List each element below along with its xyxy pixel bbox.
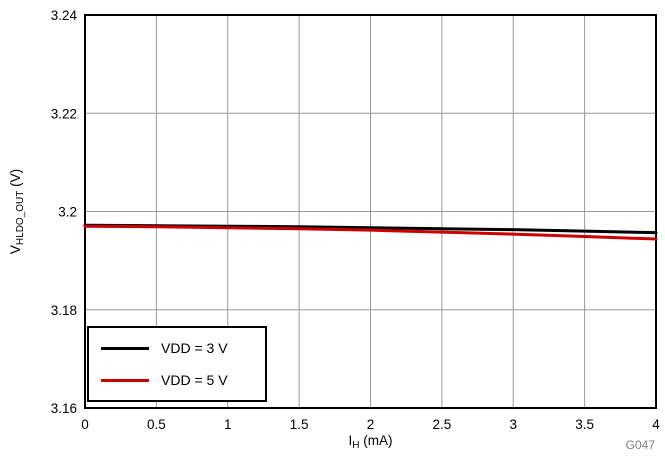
figure-code: G047 xyxy=(625,438,655,452)
y-tick-label: 3.2 xyxy=(58,205,77,220)
x-tick-label: 0.5 xyxy=(147,417,166,432)
x-tick-label: 4 xyxy=(652,417,660,432)
legend-label-vdd3: VDD = 3 V xyxy=(161,340,228,356)
legend-line-sample-vdd3 xyxy=(101,346,149,350)
x-tick-label: 3 xyxy=(509,417,517,432)
x-tick-label: 3.5 xyxy=(575,417,594,432)
legend-item-vdd5: VDD = 5 V xyxy=(89,372,265,388)
y-tick-label: 3.22 xyxy=(51,106,77,121)
x-tick-label: 0 xyxy=(81,417,89,432)
x-tick-label: 2 xyxy=(367,417,375,432)
plot-border xyxy=(84,14,657,409)
legend-line-sample-vdd5 xyxy=(101,378,149,382)
y-tick-label: 3.16 xyxy=(51,401,77,416)
y-axis-title: VHLDO_OUT (V) xyxy=(8,169,26,254)
legend-item-vdd3: VDD = 3 V xyxy=(89,340,265,356)
x-tick-label: 2.5 xyxy=(432,417,451,432)
x-axis-title: IH (mA) xyxy=(349,433,393,451)
series-line-1 xyxy=(83,224,658,241)
x-tick-label: 1.5 xyxy=(290,417,309,432)
y-tick-label: 3.18 xyxy=(51,303,77,318)
x-tick-label: 1 xyxy=(224,417,232,432)
y-tick-label: 3.24 xyxy=(51,8,78,23)
legend-label-vdd5: VDD = 5 V xyxy=(161,372,228,388)
legend: VDD = 3 V VDD = 5 V xyxy=(87,326,267,402)
